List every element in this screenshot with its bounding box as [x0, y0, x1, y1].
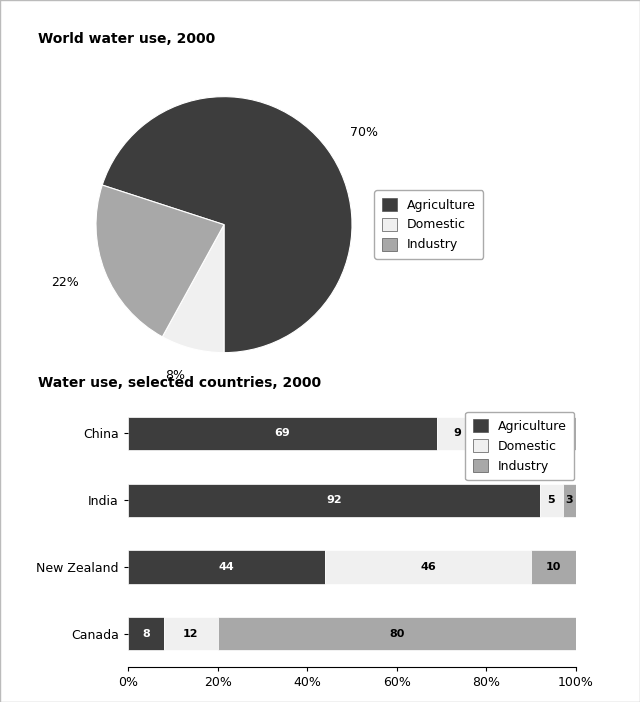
Wedge shape — [163, 225, 224, 352]
Bar — [128, 550, 325, 583]
Text: 10: 10 — [546, 562, 561, 572]
Text: 12: 12 — [183, 628, 198, 639]
Legend: Agriculture, Domestic, Industry: Agriculture, Domestic, Industry — [374, 190, 483, 259]
Text: 3: 3 — [566, 495, 573, 505]
Wedge shape — [96, 185, 224, 337]
Text: 69: 69 — [275, 428, 291, 439]
Bar — [218, 617, 576, 650]
Bar — [128, 417, 437, 450]
Text: World water use, 2000: World water use, 2000 — [38, 32, 216, 46]
Text: 5: 5 — [548, 495, 555, 505]
Legend: Agriculture, Domestic, Industry: Agriculture, Domestic, Industry — [465, 412, 574, 480]
Text: 70%: 70% — [350, 126, 378, 140]
Text: 92: 92 — [326, 495, 342, 505]
Text: 80: 80 — [389, 628, 404, 639]
Text: Water use, selected countries, 2000: Water use, selected countries, 2000 — [38, 376, 321, 390]
Text: 9: 9 — [453, 428, 461, 439]
Bar — [437, 417, 477, 450]
Text: 22: 22 — [519, 428, 534, 439]
Bar — [531, 550, 576, 583]
Bar — [128, 617, 164, 650]
Wedge shape — [102, 97, 352, 352]
Bar — [477, 417, 576, 450]
Bar — [325, 550, 531, 583]
Text: 22%: 22% — [51, 276, 79, 289]
Text: 8: 8 — [142, 628, 150, 639]
Bar — [563, 484, 576, 517]
Bar — [128, 484, 540, 517]
Text: 8%: 8% — [165, 369, 185, 383]
Text: 44: 44 — [219, 562, 234, 572]
Bar — [540, 484, 563, 517]
Text: 46: 46 — [420, 562, 436, 572]
Bar — [164, 617, 218, 650]
